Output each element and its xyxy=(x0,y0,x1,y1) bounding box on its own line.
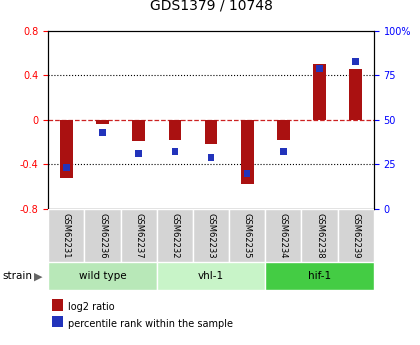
Bar xyxy=(96,120,109,124)
Text: log2 ratio: log2 ratio xyxy=(68,302,115,312)
Bar xyxy=(172,148,178,155)
Bar xyxy=(265,209,302,262)
Text: GSM62237: GSM62237 xyxy=(134,213,143,259)
Text: ▶: ▶ xyxy=(34,272,43,281)
Bar xyxy=(157,262,265,290)
Bar xyxy=(208,154,214,161)
Bar xyxy=(48,209,84,262)
Bar xyxy=(99,129,106,136)
Bar xyxy=(280,148,286,155)
Text: percentile rank within the sample: percentile rank within the sample xyxy=(68,319,233,329)
Bar xyxy=(48,262,157,290)
Bar xyxy=(277,120,290,140)
Bar xyxy=(52,316,63,327)
Bar xyxy=(352,58,359,65)
Bar xyxy=(205,120,218,144)
Text: GSM62239: GSM62239 xyxy=(351,213,360,258)
Bar xyxy=(157,209,193,262)
Text: GSM62231: GSM62231 xyxy=(62,213,71,258)
Text: GSM62234: GSM62234 xyxy=(279,213,288,258)
Bar xyxy=(349,69,362,120)
Bar xyxy=(136,150,142,157)
Bar xyxy=(302,209,338,262)
Bar xyxy=(132,120,145,141)
Text: GSM62235: GSM62235 xyxy=(243,213,252,258)
Text: GSM62232: GSM62232 xyxy=(171,213,179,258)
Text: GDS1379 / 10748: GDS1379 / 10748 xyxy=(150,0,273,12)
Bar xyxy=(241,120,254,184)
Text: GSM62236: GSM62236 xyxy=(98,213,107,259)
Text: wild type: wild type xyxy=(79,272,126,281)
Bar xyxy=(121,209,157,262)
Text: strain: strain xyxy=(2,272,32,281)
Bar xyxy=(244,170,250,177)
Text: vhl-1: vhl-1 xyxy=(198,272,224,281)
Text: GSM62233: GSM62233 xyxy=(207,213,215,259)
Bar xyxy=(52,299,63,310)
Bar xyxy=(168,120,181,140)
Bar xyxy=(313,65,326,120)
Bar xyxy=(229,209,265,262)
Bar xyxy=(193,209,229,262)
Bar xyxy=(338,209,374,262)
Bar xyxy=(60,120,73,178)
Bar xyxy=(84,209,121,262)
Bar xyxy=(63,164,70,171)
Bar xyxy=(316,65,323,72)
Text: hif-1: hif-1 xyxy=(308,272,331,281)
Bar xyxy=(265,262,374,290)
Text: GSM62238: GSM62238 xyxy=(315,213,324,259)
